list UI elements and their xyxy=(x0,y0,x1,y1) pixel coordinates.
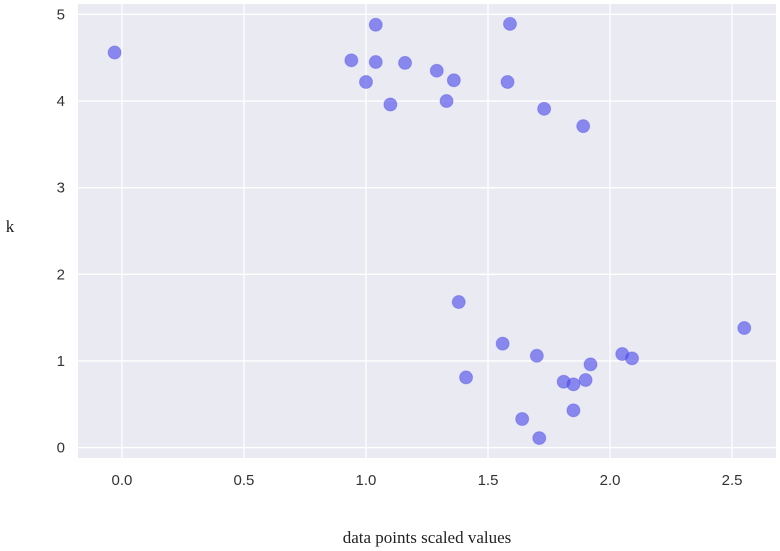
data-point xyxy=(566,377,581,392)
data-point xyxy=(459,370,474,385)
data-point xyxy=(446,73,461,88)
y-tick-label: 0 xyxy=(57,440,65,457)
y-tick-label: 4 xyxy=(57,93,65,110)
data-point xyxy=(358,74,373,89)
data-point xyxy=(368,17,383,32)
data-point xyxy=(529,348,544,363)
x-tick-label: 0.0 xyxy=(112,472,133,489)
data-point xyxy=(439,94,454,109)
data-point xyxy=(583,357,598,372)
data-point xyxy=(368,55,383,70)
y-axis-label: k xyxy=(6,217,15,236)
y-tick-label: 2 xyxy=(57,266,65,283)
y-axis-ticks: 0 1 2 3 4 5 xyxy=(57,6,65,456)
x-tick-label: 2.0 xyxy=(600,472,621,489)
data-point xyxy=(737,321,752,336)
y-tick-label: 3 xyxy=(57,180,65,197)
data-point xyxy=(495,336,510,351)
data-point xyxy=(566,403,581,418)
data-point xyxy=(500,74,515,89)
x-tick-label: 2.5 xyxy=(722,472,743,489)
data-point xyxy=(451,295,466,310)
data-points xyxy=(107,16,752,446)
y-tick-label: 1 xyxy=(57,353,65,370)
plot-area xyxy=(78,4,776,458)
data-point xyxy=(532,431,547,446)
data-point xyxy=(578,373,593,388)
data-point xyxy=(502,16,517,31)
data-point xyxy=(537,101,552,116)
x-axis-ticks: 0.0 0.5 1.0 1.5 2.0 2.5 xyxy=(112,472,743,489)
data-point xyxy=(625,351,640,366)
x-tick-label: 0.5 xyxy=(234,472,255,489)
x-tick-label: 1.0 xyxy=(356,472,377,489)
data-point xyxy=(515,412,530,427)
data-point xyxy=(576,119,591,134)
y-tick-label: 5 xyxy=(57,6,65,23)
data-point xyxy=(429,63,444,78)
data-point xyxy=(107,45,122,60)
x-tick-label: 1.5 xyxy=(478,472,499,489)
x-axis-label: data points scaled values xyxy=(343,528,512,547)
data-point xyxy=(398,55,413,70)
data-point xyxy=(383,97,398,112)
data-point xyxy=(344,53,359,68)
